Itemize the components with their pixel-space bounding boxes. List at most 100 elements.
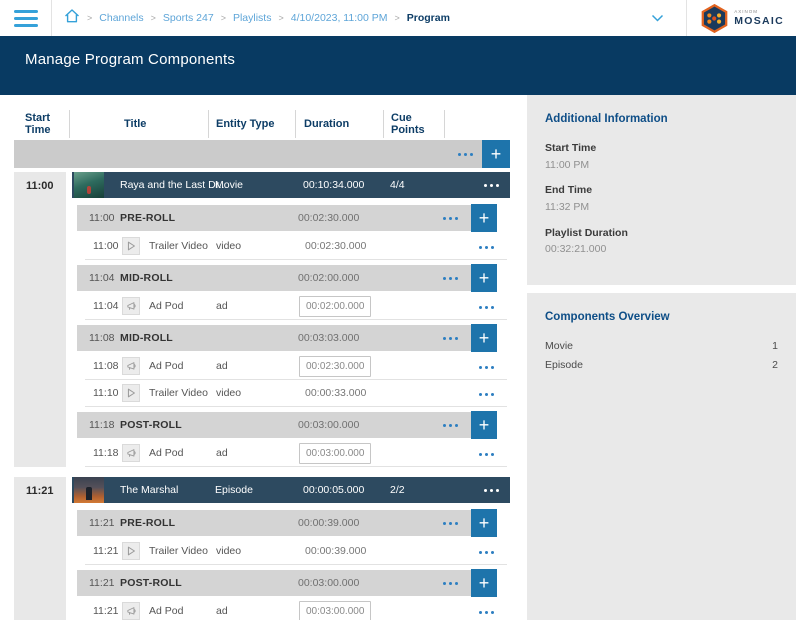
item-time: 11:00 [93, 240, 119, 252]
item-more-menu-button[interactable] [475, 299, 497, 315]
item-duration-input[interactable] [299, 601, 371, 620]
page-title: Manage Program Components [25, 51, 236, 68]
home-button[interactable] [64, 8, 80, 29]
item-time: 11:10 [93, 387, 119, 399]
add-to-roll-button[interactable]: + [471, 324, 497, 352]
item-more-menu-button[interactable] [475, 604, 497, 620]
ellipsis-icon [484, 452, 488, 456]
add-to-roll-button[interactable]: + [471, 509, 497, 537]
item-title: Ad Pod [149, 300, 184, 312]
column-header-cue-points: Cue Points [383, 110, 444, 138]
roll-more-menu-button[interactable] [439, 270, 461, 286]
add-to-roll-button[interactable]: + [471, 204, 497, 232]
block-start-time: 11:21 [26, 485, 54, 497]
play-icon [127, 388, 135, 398]
playlist-more-menu-button[interactable] [454, 146, 476, 162]
bar-duration: 00:02:30.000 [298, 212, 360, 224]
item-more-menu-button[interactable] [475, 544, 497, 560]
ellipsis-icon [484, 365, 488, 369]
overview-episode-count: 2 [772, 358, 778, 371]
item-title: Trailer Video [149, 545, 208, 557]
program-title: Raya and the Last Dr... [120, 179, 228, 191]
item-more-menu-button[interactable] [475, 359, 497, 375]
item-type: ad [216, 300, 228, 312]
program-entity-type: Movie [215, 179, 244, 191]
program-block: 11:00 Raya and the Last Dr... Movie 00:1… [14, 172, 524, 467]
item-duration-text: 00:00:33.000 [305, 387, 367, 399]
component-row: 11:08 Ad Pod ad [85, 353, 507, 380]
column-header-duration: Duration [295, 110, 383, 138]
item-icon-box [122, 297, 140, 315]
end-time-label: End Time [545, 184, 593, 197]
component-row: 11:10 Trailer Video video 00:00:33.000 [85, 380, 507, 407]
ellipsis-icon [448, 216, 452, 220]
item-duration-input[interactable] [299, 443, 371, 464]
item-icon-box [122, 542, 140, 560]
roll-more-menu-button[interactable] [439, 210, 461, 226]
item-title: Trailer Video [149, 387, 208, 399]
program-more-menu-button[interactable] [480, 177, 502, 193]
roll-more-menu-button[interactable] [439, 515, 461, 531]
sidebar-section-divider [527, 284, 796, 293]
bar-duration: 00:02:00.000 [298, 272, 360, 284]
bar-label: PRE-ROLL [120, 212, 176, 224]
item-title: Ad Pod [149, 605, 184, 617]
overview-movie-count: 1 [772, 339, 778, 352]
breadcrumb-channels[interactable]: Channels [99, 12, 144, 24]
component-row: 11:04 Ad Pod ad [85, 293, 507, 320]
column-header-start-time: Start Time [25, 112, 51, 136]
plus-icon: + [478, 512, 490, 533]
playlist-duration-value: 00:32:21.000 [545, 243, 607, 256]
program-block: 11:21 The Marshal Episode 00:00:05.000 2… [14, 477, 524, 620]
item-title: Ad Pod [149, 360, 184, 372]
ellipsis-icon [489, 183, 493, 187]
add-to-roll-button[interactable]: + [471, 569, 497, 597]
item-more-menu-button[interactable] [475, 446, 497, 462]
bar-time: 11:18 [89, 419, 115, 431]
item-duration-text: 00:02:30.000 [305, 240, 367, 252]
program-thumbnail [74, 172, 104, 198]
roll-more-menu-button[interactable] [439, 330, 461, 346]
item-more-menu-button[interactable] [475, 239, 497, 255]
bar-time: 11:04 [89, 272, 115, 284]
item-icon-box [122, 237, 140, 255]
program-entity-type: Episode [215, 484, 253, 496]
bar-label: POST-ROLL [120, 577, 182, 589]
components-overview-title: Components Overview [545, 310, 670, 323]
page-header: Manage Program Components [0, 36, 796, 95]
breadcrumb-separator: > [278, 13, 284, 23]
program-row[interactable]: The Marshal Episode 00:00:05.000 2/2 [72, 477, 510, 503]
item-duration-input[interactable] [299, 296, 371, 317]
topbar-divider [686, 0, 688, 36]
breadcrumb-playlist-date[interactable]: 4/10/2023, 11:00 PM [290, 12, 388, 24]
ellipsis-icon [489, 488, 493, 492]
item-more-menu-button[interactable] [475, 386, 497, 402]
ad-icon [126, 606, 136, 615]
item-time: 11:18 [93, 447, 119, 459]
overview-row-episode: Episode 2 [545, 359, 778, 371]
program-more-menu-button[interactable] [480, 482, 502, 498]
program-row[interactable]: Raya and the Last Dr... Movie 00:10:34.0… [72, 172, 510, 198]
ellipsis-icon [448, 336, 452, 340]
bar-label: POST-ROLL [120, 419, 182, 431]
add-to-roll-button[interactable]: + [471, 264, 497, 292]
breadcrumb-sports-247[interactable]: Sports 247 [162, 12, 214, 24]
user-menu-dropdown[interactable] [651, 14, 664, 23]
roll-more-menu-button[interactable] [439, 417, 461, 433]
hamburger-menu-button[interactable] [14, 9, 38, 27]
roll-more-menu-button[interactable] [439, 575, 461, 591]
add-component-button[interactable]: + [482, 140, 510, 168]
item-duration-input[interactable] [299, 356, 371, 377]
bar-label: PRE-ROLL [120, 517, 176, 529]
program-blocks: 11:00 Raya and the Last Dr... Movie 00:1… [14, 172, 524, 620]
breadcrumb-playlists[interactable]: Playlists [232, 12, 272, 24]
bar-label: MID-ROLL [120, 332, 173, 344]
program-thumbnail [74, 477, 104, 503]
bar-duration: 00:03:00.000 [298, 577, 360, 589]
add-to-roll-button[interactable]: + [471, 411, 497, 439]
topbar: > Channels > Sports 247 > Playlists > 4/… [0, 0, 796, 36]
breadcrumb-separator: > [394, 13, 400, 23]
ad-icon [126, 361, 136, 370]
roll-group-row: 11:08 MID-ROLL 00:03:03.000 + [77, 324, 497, 352]
bar-time: 11:08 [89, 332, 115, 344]
